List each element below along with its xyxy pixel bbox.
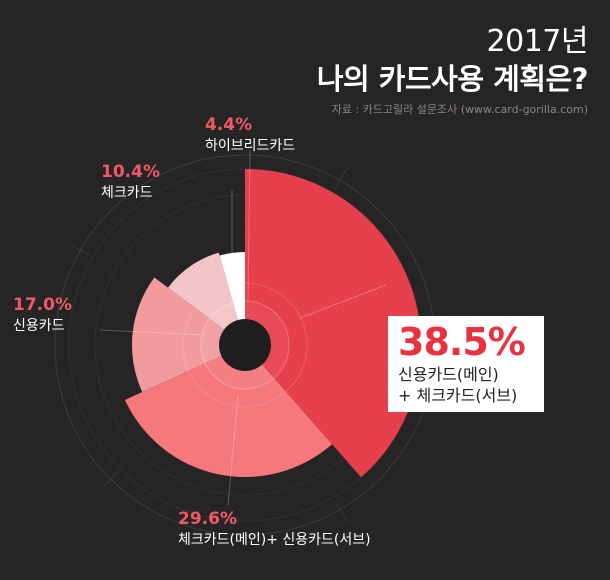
label-check-main-name: 체크카드(메인)+ 신용카드(서브) bbox=[178, 532, 371, 548]
leader-line bbox=[99, 329, 206, 336]
callout-line-1: 신용카드(메인) bbox=[398, 365, 499, 384]
label-check-main: 29.6% 체크카드(메인)+ 신용카드(서브) bbox=[178, 509, 371, 549]
donut-hole bbox=[219, 319, 271, 371]
leader-line bbox=[247, 149, 251, 301]
label-credit: 17.0% 신용카드 bbox=[13, 295, 72, 335]
label-check-main-pct: 29.6% bbox=[178, 509, 237, 529]
callout-line-2: + 체크카드(서브) bbox=[398, 386, 518, 405]
chart-title: 나의 카드사용 계획은? bbox=[316, 56, 589, 98]
label-hybrid-pct: 4.4% bbox=[205, 115, 253, 135]
title-year: 2017년 bbox=[486, 24, 589, 59]
slice-check-main bbox=[124, 345, 333, 478]
label-hybrid: 4.4% 하이브리드카드 bbox=[205, 115, 295, 155]
slice-credit bbox=[132, 277, 245, 393]
label-credit-pct: 17.0% bbox=[13, 295, 72, 315]
pie-slices bbox=[124, 169, 421, 478]
background-spoke bbox=[334, 500, 348, 523]
center-ring bbox=[182, 282, 308, 408]
title-bold: 카드사용 계획 bbox=[378, 62, 546, 96]
leader-line bbox=[299, 284, 387, 319]
label-credit-name: 신용카드 bbox=[13, 318, 65, 334]
callout-pct: 38.5% bbox=[398, 320, 526, 364]
label-check: 10.4% 체크카드 bbox=[101, 162, 160, 202]
background-spoke bbox=[71, 244, 90, 256]
background-spoke bbox=[334, 167, 348, 190]
center-rings bbox=[99, 149, 387, 506]
leader-line bbox=[227, 394, 239, 506]
slice-credit-main-hatch bbox=[245, 169, 421, 478]
label-check-name: 체크카드 bbox=[101, 185, 153, 201]
highlight-callout: 38.5% 신용카드(메인) + 체크카드(서브) bbox=[388, 316, 544, 412]
center-ring bbox=[200, 300, 290, 390]
source-note: 자료 : 카드고릴라 설문조사 (www.card-gorilla.com) bbox=[331, 103, 588, 116]
title-tail: 은? bbox=[545, 62, 588, 96]
background-spoke bbox=[103, 471, 119, 487]
title-normal: 나의 bbox=[316, 62, 379, 96]
slice-check bbox=[167, 252, 245, 345]
label-hybrid-name: 하이브리드카드 bbox=[205, 138, 296, 154]
label-check-pct: 10.4% bbox=[101, 162, 160, 182]
